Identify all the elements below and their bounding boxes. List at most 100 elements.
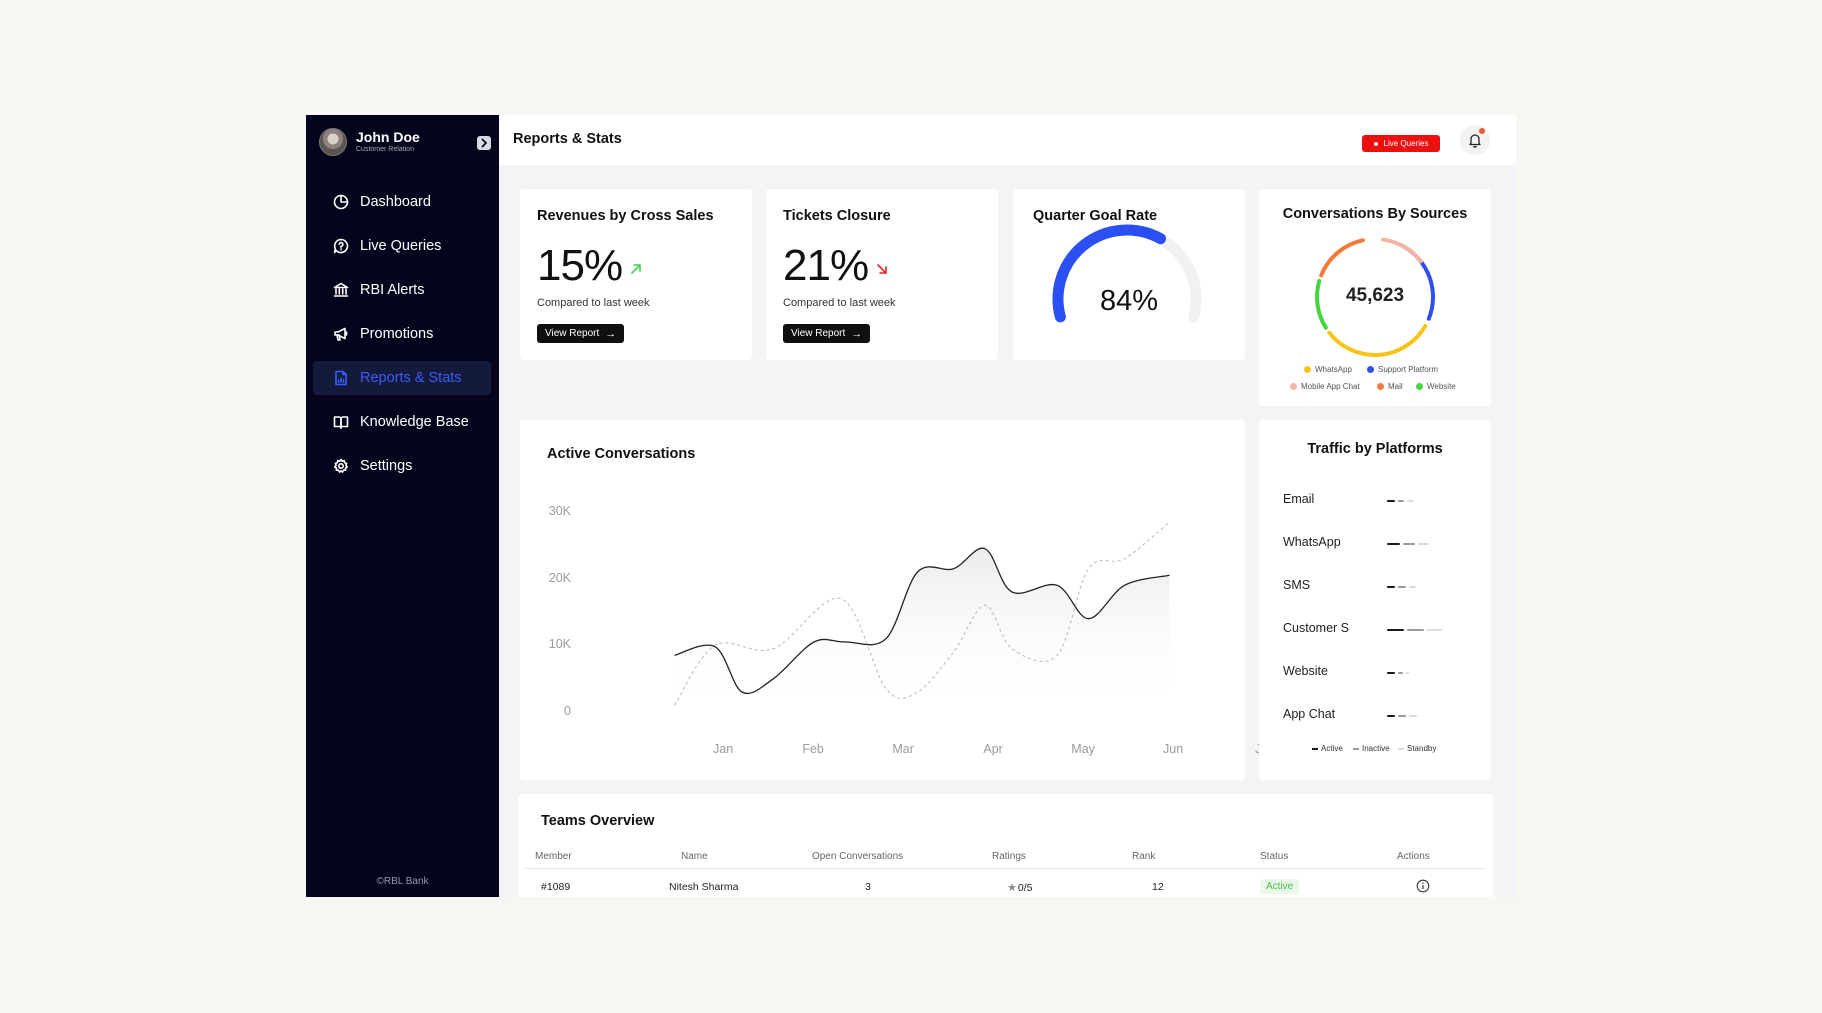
traffic-legend-standby: Standby	[1398, 744, 1436, 753]
report-icon	[333, 370, 349, 386]
sources-card: Conversations By Sources 45,623 WhatsApp…	[1259, 189, 1491, 406]
traffic-bar-active	[1387, 586, 1395, 588]
sidebar-item-knowledge-base[interactable]: Knowledge Base	[313, 405, 491, 439]
y-tick-label: 30K	[548, 504, 571, 518]
series-line-dashed	[674, 521, 1170, 706]
traffic-card: Traffic by Platforms Email WhatsApp SMS Cus…	[1259, 420, 1491, 780]
live-dot-icon	[1373, 141, 1378, 146]
series-line-solid	[674, 547, 1170, 694]
sidebar-item-settings[interactable]: Settings	[313, 449, 491, 483]
sidebar-item-promotions[interactable]: Promotions	[313, 317, 491, 351]
sources-donut	[1315, 237, 1435, 357]
rating-value: 0/5	[1017, 881, 1033, 894]
legend-swatch	[1290, 383, 1297, 390]
cross-sales-card: Revenues by Cross Sales 15% Compared to …	[520, 189, 752, 360]
y-tick-label: 10K	[548, 637, 571, 652]
sidebar-item-label: Reports & Stats	[360, 370, 462, 386]
platform-label: App Chat	[1283, 707, 1336, 721]
platform-label: SMS	[1283, 578, 1311, 592]
rank: 12	[1152, 881, 1164, 893]
arrow-right-icon: →	[605, 327, 617, 340]
live-queries-button[interactable]: Live Queries	[1362, 135, 1440, 152]
legend-label: Mail	[1388, 382, 1403, 391]
view-report-button[interactable]: View Report →	[537, 324, 625, 343]
kpi-value: 21%	[783, 241, 869, 290]
kpi-comparison: Compared to last week	[783, 297, 896, 309]
column-header-rank[interactable]: Rank	[1132, 851, 1156, 862]
traffic-legend-active: Active	[1312, 744, 1343, 753]
donut-segment-mobile-app-chat	[1381, 237, 1423, 264]
traffic-bar-active	[1387, 715, 1395, 717]
card-title: Tickets Closure	[783, 208, 891, 224]
x-tick-label: Jun	[1163, 742, 1184, 756]
user-profile[interactable]: John Doe Customer Relation	[319, 127, 491, 157]
x-tick-label: Apr	[983, 742, 1003, 756]
platform-label: Customer S	[1283, 621, 1349, 635]
card-title: Conversations By Sources	[1282, 206, 1468, 222]
column-header-name[interactable]: Name	[681, 851, 708, 862]
active-conversations-card: Active Conversations 30K 20K 10K 0 Jan Feb Mar…	[520, 420, 1271, 780]
sidebar-item-label: Knowledge Base	[360, 414, 469, 430]
view-report-label: View Report	[791, 328, 846, 339]
donut-total: 45,623	[1345, 285, 1405, 306]
legend-swatch	[1367, 366, 1374, 373]
x-tick-label: Jan	[713, 742, 734, 756]
sidebar-item-label: Dashboard	[360, 194, 431, 210]
gauge-fill	[1052, 224, 1167, 323]
column-header-actions: Actions	[1397, 851, 1430, 862]
line-chart	[674, 521, 1170, 712]
platform-label: Email	[1283, 492, 1315, 506]
traffic-bar-inactive	[1398, 672, 1403, 674]
card-title: Quarter Goal Rate	[1033, 208, 1158, 224]
legend-label: Website	[1427, 382, 1456, 391]
legend-label: Active	[1321, 744, 1343, 753]
column-header-open-conversations[interactable]: Open Conversations	[812, 851, 904, 862]
star-icon: ★	[1007, 882, 1017, 894]
sidebar-item-label: Promotions	[360, 326, 434, 342]
x-tick-label: Mar	[892, 742, 914, 756]
view-report-button[interactable]: View Report →	[783, 324, 871, 343]
dashboard-icon	[333, 194, 349, 210]
legend-item-support-platform: Support Platform	[1367, 365, 1438, 374]
legend-swatch	[1353, 747, 1359, 750]
member-name: Nitesh Sharma	[669, 881, 739, 893]
x-tick-label: Feb	[802, 742, 824, 756]
kpi-value: 15%	[537, 241, 623, 290]
column-header-ratings[interactable]: Ratings	[992, 851, 1026, 862]
sidebar-item-dashboard[interactable]: Dashboard	[313, 185, 491, 219]
legend-swatch	[1304, 366, 1311, 373]
notification-dot	[1479, 128, 1485, 134]
avatar[interactable]	[319, 128, 347, 156]
sidebar-item-rbi-alerts[interactable]: RBI Alerts	[313, 273, 491, 307]
notifications-button[interactable]	[1460, 125, 1490, 155]
sidebar-nav: Dashboard Live Queries RBI Alerts Promot…	[313, 185, 491, 493]
traffic-bar-inactive	[1398, 586, 1406, 588]
y-tick-label: 0	[564, 704, 571, 718]
column-header-member[interactable]: Member	[535, 851, 572, 862]
chevron-right-icon	[481, 138, 487, 148]
arrow-down-right-icon	[877, 264, 887, 274]
legend-swatch	[1398, 747, 1404, 750]
legend-label: WhatsApp	[1315, 365, 1352, 374]
sidebar-item-label: Live Queries	[360, 238, 442, 254]
traffic-bar-inactive	[1403, 543, 1415, 545]
member-id: #1089	[541, 881, 571, 893]
table-divider	[525, 868, 1485, 869]
info-button[interactable]	[1416, 879, 1430, 897]
live-queries-label: Live Queries	[1383, 139, 1429, 148]
collapse-sidebar-button[interactable]	[477, 136, 491, 150]
view-report-label: View Report	[545, 328, 600, 339]
sidebar-item-reports-stats[interactable]: Reports & Stats	[313, 361, 491, 395]
goal-gauge	[1052, 224, 1202, 323]
legend-swatch	[1377, 383, 1384, 390]
sidebar-item-live-queries[interactable]: Live Queries	[313, 229, 491, 263]
arrow-up-right-icon	[631, 264, 641, 274]
card-title: Teams Overview	[541, 813, 655, 829]
column-header-status[interactable]: Status	[1260, 851, 1289, 862]
traffic-legend-inactive: Inactive	[1353, 744, 1390, 753]
legend-label: Standby	[1407, 744, 1437, 753]
donut-segment-mail	[1319, 238, 1365, 278]
page-title: Reports & Stats	[513, 131, 622, 147]
kpi-comparison: Compared to last week	[537, 297, 650, 309]
profile-name: John Doe	[356, 129, 420, 145]
